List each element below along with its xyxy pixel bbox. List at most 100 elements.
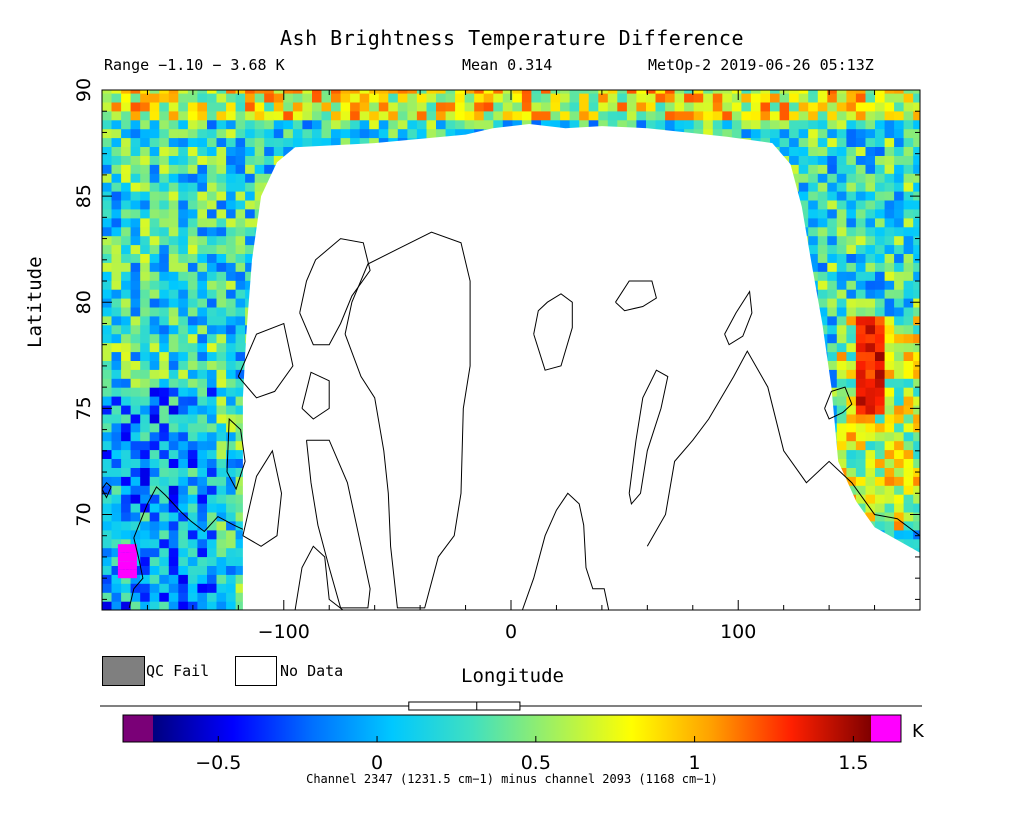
data-cell — [187, 547, 198, 558]
data-cell — [283, 110, 294, 121]
data-cell — [159, 494, 170, 504]
data-cell — [235, 458, 246, 468]
data-cell — [292, 110, 303, 121]
data-cell — [168, 485, 179, 495]
data-cell — [140, 342, 151, 353]
data-cell — [216, 431, 227, 442]
data-cell — [483, 101, 494, 112]
data-cell — [140, 244, 151, 254]
data-cell — [207, 476, 218, 486]
data-cell — [884, 93, 895, 103]
data-cell — [111, 324, 122, 335]
data-cell — [187, 369, 198, 379]
data-cell — [617, 101, 628, 112]
data-cell — [187, 449, 198, 459]
data-cell — [235, 431, 246, 442]
data-cell — [836, 262, 847, 272]
data-cell — [226, 467, 237, 477]
data-cell — [865, 110, 876, 121]
data-cell — [121, 396, 132, 406]
data-cell — [588, 90, 599, 94]
data-cell — [817, 128, 828, 139]
data-cell — [245, 199, 256, 210]
data-cell — [894, 110, 905, 121]
data-cell — [197, 387, 208, 397]
data-cell — [474, 110, 485, 121]
data-cell — [140, 226, 151, 237]
data-cell — [674, 110, 685, 121]
data-cell — [159, 601, 170, 610]
data-cell — [102, 601, 113, 610]
data-cell — [865, 208, 876, 219]
data-cell — [111, 592, 122, 602]
data-cell — [292, 93, 303, 103]
data-cell — [149, 601, 160, 610]
data-cell — [245, 191, 256, 201]
data-cell — [894, 396, 905, 406]
data-cell — [187, 503, 198, 513]
data-cell — [903, 422, 914, 433]
data-cell — [149, 369, 160, 379]
data-cell — [875, 467, 886, 477]
data-cell — [140, 449, 151, 459]
data-cell — [445, 90, 456, 94]
data-cell — [817, 90, 828, 94]
data-cell — [178, 467, 189, 477]
data-cell — [235, 369, 246, 379]
data-cell — [875, 244, 886, 254]
data-cell — [197, 520, 208, 531]
data-cell — [875, 440, 886, 451]
data-cell — [245, 101, 256, 112]
data-cell — [121, 413, 132, 424]
data-cell — [855, 146, 866, 156]
data-cell — [436, 119, 447, 130]
data-cell — [207, 360, 218, 370]
data-cell — [636, 90, 647, 94]
data-cell — [875, 253, 886, 263]
data-cell — [159, 173, 170, 183]
data-cell — [827, 244, 838, 254]
data-cell — [216, 387, 227, 397]
data-cell — [207, 235, 218, 246]
data-cell — [168, 155, 179, 165]
data-cell — [617, 93, 628, 103]
data-cell — [197, 199, 208, 210]
data-cell — [827, 298, 838, 308]
data-cell — [197, 289, 208, 299]
data-cell — [102, 298, 113, 308]
data-cell — [836, 271, 847, 281]
data-cell — [836, 396, 847, 406]
data-cell — [741, 119, 752, 130]
data-cell — [273, 128, 284, 139]
data-cell — [817, 155, 828, 165]
data-cell — [207, 529, 218, 540]
data-cell — [245, 182, 256, 192]
data-cell — [197, 110, 208, 121]
data-cell — [207, 110, 218, 121]
data-cell — [779, 146, 790, 156]
data-cell — [502, 93, 513, 103]
data-cell — [102, 547, 113, 558]
data-cell — [875, 485, 886, 495]
data-cell — [130, 199, 141, 210]
data-cell — [903, 485, 914, 495]
data-cell — [130, 244, 141, 254]
data-cell — [140, 520, 151, 531]
data-cell — [216, 271, 227, 281]
data-cell — [779, 93, 790, 103]
data-cell — [245, 217, 256, 228]
data-cell — [235, 164, 246, 174]
data-cell — [178, 173, 189, 183]
data-cell — [187, 298, 198, 308]
data-cell — [226, 547, 237, 558]
data-cell — [884, 262, 895, 272]
data-cell — [750, 119, 761, 130]
data-cell — [102, 467, 113, 477]
data-cell — [111, 449, 122, 459]
data-cell — [140, 208, 151, 219]
data-cell — [865, 324, 876, 335]
data-cell — [111, 235, 122, 246]
data-cell — [159, 538, 170, 549]
data-cell — [187, 538, 198, 549]
data-cell — [207, 413, 218, 424]
